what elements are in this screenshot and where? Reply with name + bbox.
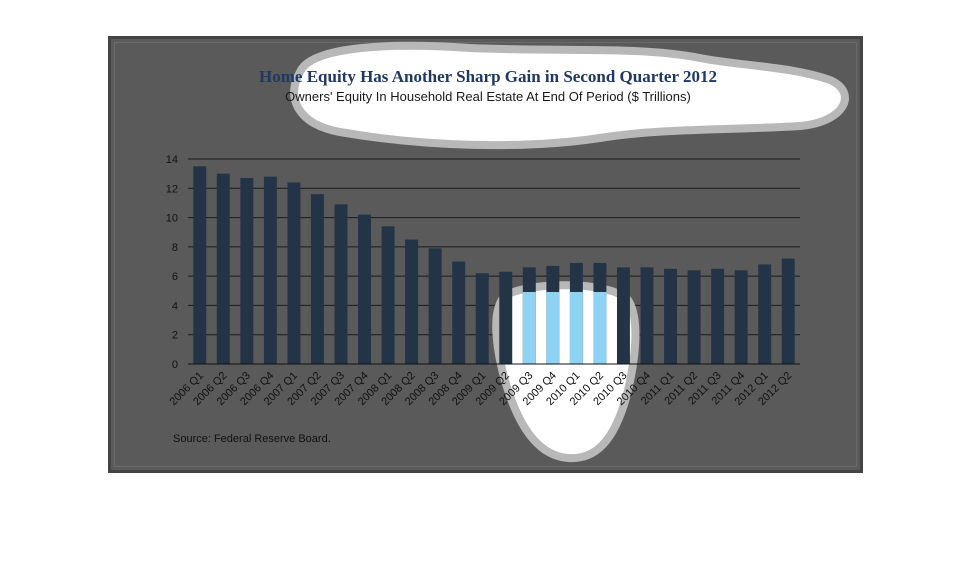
- bar-2011-q1: [664, 268, 678, 364]
- bar-2007-q3: [334, 204, 348, 364]
- bar-2010-q4: [640, 267, 654, 364]
- bar-highlight-2009-q4: [546, 292, 560, 364]
- y-tick-label: 14: [166, 154, 178, 166]
- bar-highlight-2010-q1: [569, 292, 583, 364]
- bar-2008-q2: [405, 239, 419, 364]
- bars: [193, 166, 795, 364]
- bar-2007-q1: [287, 182, 301, 364]
- bar-2011-q3: [711, 268, 725, 364]
- chart-inner-border: [114, 42, 857, 467]
- y-tick-label: 8: [172, 242, 178, 254]
- bar-2008-q1: [381, 226, 395, 364]
- title-highlight-cloud: [290, 41, 849, 150]
- bar-2007-q4: [358, 214, 372, 364]
- y-tick-label: 12: [166, 183, 178, 195]
- bar-2011-q2: [687, 270, 701, 364]
- bar-2011-q4: [734, 270, 748, 364]
- y-tick-label: 4: [172, 300, 178, 312]
- bar-2008-q4: [452, 261, 466, 364]
- y-tick-label: 6: [172, 271, 178, 283]
- y-tick-label: 2: [172, 330, 178, 342]
- bar-2006-q1: [193, 166, 207, 364]
- chart-subtitle: Owners' Equity In Household Real Estate …: [285, 89, 691, 104]
- chart-title: Home Equity Has Another Sharp Gain in Se…: [259, 67, 717, 86]
- bar-2012-q2: [781, 258, 795, 364]
- bar-2008-q3: [428, 248, 442, 364]
- y-axis-ticks: 0 2 4 6 8 10 12 14: [166, 154, 178, 371]
- bar-2009-q2: [499, 271, 513, 364]
- bar-2012-q1: [758, 264, 772, 364]
- bar-highlight-2009-q3: [522, 292, 536, 364]
- source-note: Source: Federal Reserve Board.: [173, 433, 331, 445]
- y-tick-label: 10: [166, 213, 178, 225]
- bar-2007-q2: [310, 194, 324, 364]
- bar-highlight-2010-q2: [593, 292, 607, 364]
- bars-highlight-cloud: [492, 281, 640, 463]
- bar-2006-q2: [216, 173, 230, 364]
- bar-2006-q3: [240, 178, 254, 364]
- bar-2006-q4: [263, 176, 277, 364]
- y-tick-label: 0: [172, 359, 178, 371]
- bar-2010-q3: [616, 267, 630, 364]
- bar-2009-q1: [475, 273, 489, 364]
